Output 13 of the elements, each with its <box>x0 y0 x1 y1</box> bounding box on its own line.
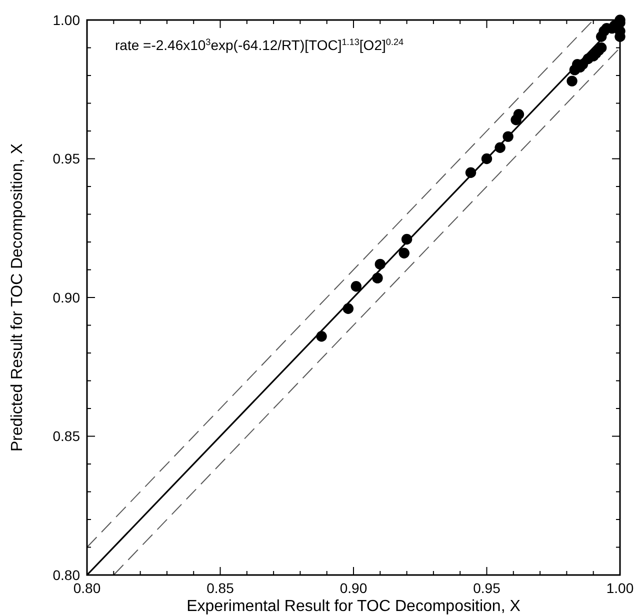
x-tick-label: 0.90 <box>340 580 368 596</box>
y-axis-title: Predicted Result for TOC Decomposition, X <box>9 143 26 452</box>
x-tick-label: 0.80 <box>73 580 101 596</box>
y-tick-label: 0.90 <box>52 289 80 306</box>
y-tick-label: 0.85 <box>52 428 80 444</box>
x-tick-label: 0.85 <box>206 580 234 596</box>
y-tick-label: 0.95 <box>52 150 80 167</box>
y-tick-label: 0.80 <box>52 566 80 583</box>
annotation: rate =-2.46x10$^{3}$exp(-64.12/RT)[TOC]$^{1.13}$[O2]$^{0.24}$ <box>115 37 404 53</box>
x-tick-label: 0.95 <box>473 580 501 596</box>
x-axis-title: Experimental Result for TOC Decomposition, X <box>186 598 521 615</box>
y-tick-label: 1.00 <box>52 12 80 28</box>
x-tick-label: 1.00 <box>606 580 634 596</box>
